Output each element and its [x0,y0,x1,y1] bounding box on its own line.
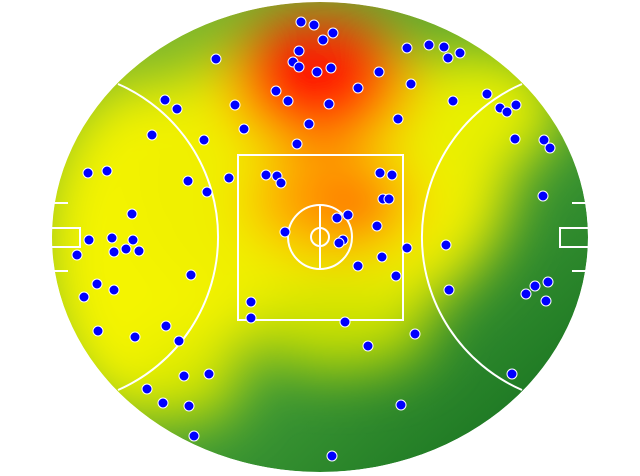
point [245,312,257,324]
point [501,106,513,118]
point [127,234,139,246]
point [295,16,307,28]
point [401,42,413,54]
point [291,138,303,150]
point [229,99,241,111]
point [529,280,541,292]
point [303,118,315,130]
point [352,82,364,94]
point [238,123,250,135]
point [323,98,335,110]
point [371,220,383,232]
point [71,249,83,261]
point [146,129,158,141]
point [160,320,172,332]
point [342,209,354,221]
point [106,232,118,244]
point [133,245,145,257]
point [383,193,395,205]
point [203,368,215,380]
point [223,172,235,184]
point [438,41,450,53]
point [537,190,549,202]
point [520,288,532,300]
point [126,208,138,220]
point [392,113,404,125]
point [201,186,213,198]
point [395,399,407,411]
point [101,165,113,177]
point [401,242,413,254]
point [92,325,104,337]
point [282,95,294,107]
point [157,397,169,409]
point [544,142,556,154]
point [409,328,421,340]
point [510,99,522,111]
point [198,134,210,146]
point [308,19,320,31]
point [210,53,222,65]
point [339,316,351,328]
point [447,95,459,107]
point [327,27,339,39]
point [78,291,90,303]
point [454,47,466,59]
point [245,296,257,308]
point [390,270,402,282]
point [188,430,200,442]
point [362,340,374,352]
point [270,85,282,97]
point [108,246,120,258]
point [481,88,493,100]
point [405,78,417,90]
point [317,34,329,46]
point [443,284,455,296]
point [538,134,550,146]
point [331,212,343,224]
point [260,169,272,181]
point [120,243,132,255]
point [279,226,291,238]
point [326,450,338,462]
point [275,177,287,189]
point [108,284,120,296]
point [373,66,385,78]
point [129,331,141,343]
point [183,400,195,412]
point [293,45,305,57]
point [509,133,521,145]
point [185,269,197,281]
point [173,335,185,347]
point [141,383,153,395]
point [159,94,171,106]
point [540,295,552,307]
point [423,39,435,51]
point [325,62,337,74]
point [82,167,94,179]
point [440,239,452,251]
point [91,278,103,290]
point [386,169,398,181]
point [376,251,388,263]
point [442,52,454,64]
point [293,61,305,73]
point [542,276,554,288]
point [171,103,183,115]
point [506,368,518,380]
point [178,370,190,382]
point [182,175,194,187]
field-lines [52,83,588,391]
point [374,167,386,179]
point [83,234,95,246]
point [352,260,364,272]
point [311,66,323,78]
point [333,237,345,249]
